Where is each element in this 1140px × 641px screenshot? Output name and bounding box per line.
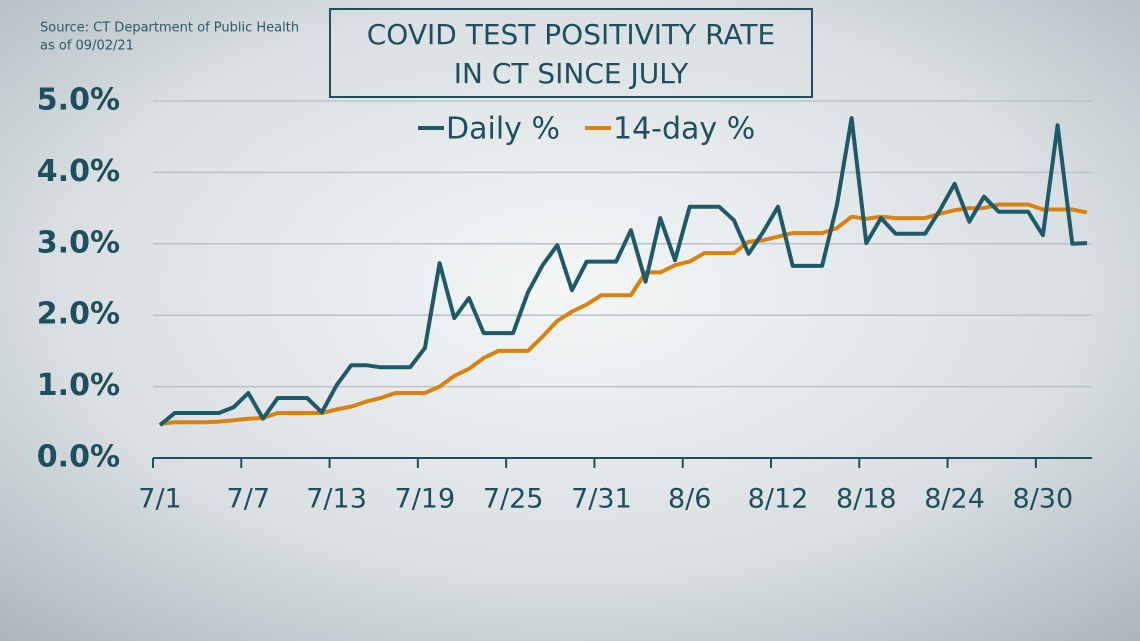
chart-title: COVID TEST POSITIVITY RATE xyxy=(367,18,775,51)
series-line xyxy=(159,202,1088,426)
x-tick-label: 7/7 xyxy=(227,484,270,515)
y-tick-label: 0.0% xyxy=(37,440,120,475)
x-tick-label: 7/13 xyxy=(306,484,367,515)
y-tick-label: 4.0% xyxy=(37,154,120,189)
y-tick-label: 5.0% xyxy=(37,83,120,118)
y-tick-label: 1.0% xyxy=(37,368,120,403)
series-line xyxy=(158,116,1088,427)
x-tick-label: 8/6 xyxy=(668,484,711,515)
x-tick-label: 7/31 xyxy=(571,484,632,515)
x-tick-label: 8/18 xyxy=(836,484,897,515)
x-tick-label: 8/12 xyxy=(748,484,809,515)
source: Source: CT Department of Public Health xyxy=(40,21,299,36)
x-tick-label: 8/30 xyxy=(1013,484,1074,515)
legend-label: 14-day % xyxy=(613,112,755,147)
y-tick-label: 2.0% xyxy=(37,297,120,332)
x-tick-label: 8/24 xyxy=(924,484,985,515)
title-box xyxy=(329,8,813,98)
x-tick-label: 7/25 xyxy=(483,484,544,515)
legend-label: Daily % xyxy=(446,112,560,147)
chart-title: IN CT SINCE JULY xyxy=(454,57,689,90)
date-note: as of 09/02/21 xyxy=(40,39,134,54)
x-tick-label: 7/19 xyxy=(395,484,456,515)
x-tick-label: 7/1 xyxy=(138,484,181,515)
y-tick-label: 3.0% xyxy=(37,225,120,260)
